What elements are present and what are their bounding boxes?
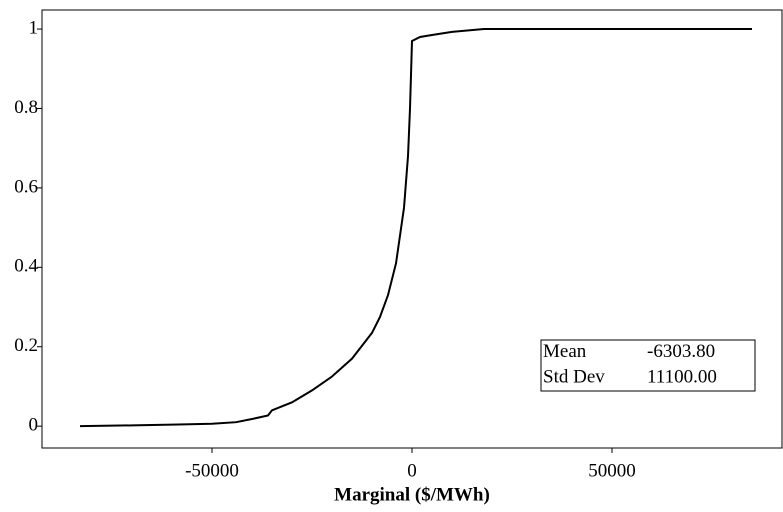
y-tick-label: 1 bbox=[29, 17, 39, 38]
y-tick-label: 0.4 bbox=[14, 256, 38, 277]
x-axis-label: Marginal ($/MWh) bbox=[334, 484, 490, 505]
stats-label: Std Dev bbox=[543, 367, 605, 388]
cdf-line bbox=[79, 28, 752, 428]
stats-label: Mean bbox=[543, 341, 587, 362]
x-tick-label: -50000 bbox=[185, 460, 239, 481]
y-tick-label: 0.8 bbox=[14, 97, 38, 118]
x-tick-label: 0 bbox=[407, 460, 417, 481]
stats-value: -6303.80 bbox=[647, 341, 715, 362]
y-tick-label: 0 bbox=[29, 415, 39, 436]
stats-box bbox=[540, 339, 756, 392]
y-tick-label: 0.2 bbox=[14, 335, 38, 356]
stats-value: 11100.00 bbox=[647, 367, 717, 388]
y-tick-label: 0.6 bbox=[14, 176, 38, 197]
x-tick-label: 50000 bbox=[588, 460, 636, 481]
